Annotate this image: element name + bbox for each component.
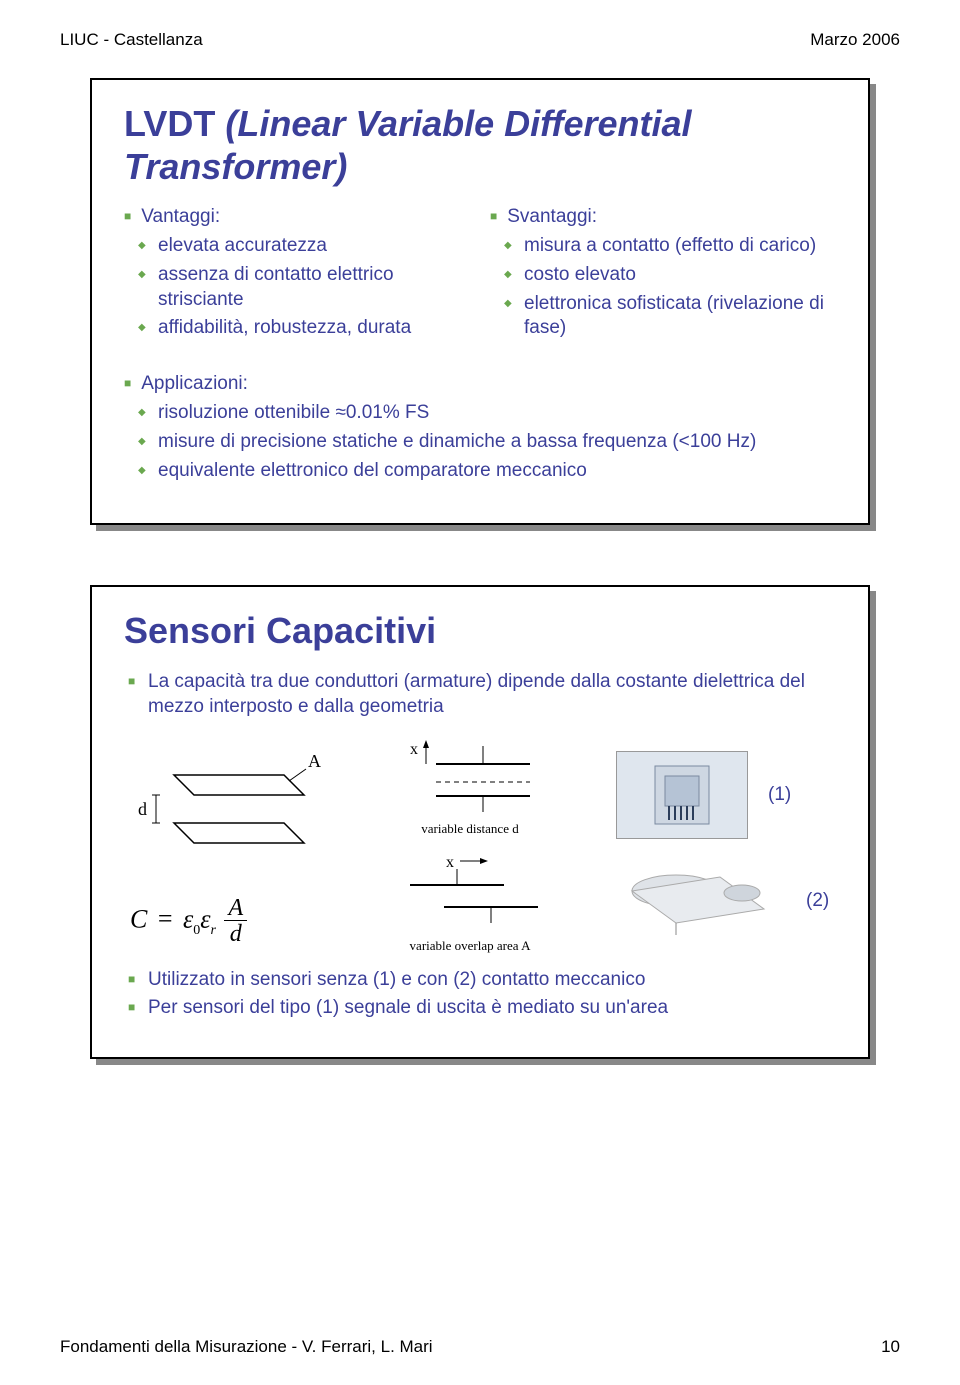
svantaggi-item: misura a contatto (effetto di carico) (524, 234, 836, 259)
label-x2: x (446, 855, 454, 871)
slide-lvdt: LVDT (Linear Variable Differential Trans… (90, 78, 870, 525)
sensor-image-1-row: (1) (616, 751, 836, 839)
parallel-plates-diagram: A d C = ε0εr A d (124, 745, 324, 947)
header-left: LIUC - Castellanza (60, 30, 203, 50)
page-header: LIUC - Castellanza Marzo 2006 (60, 30, 900, 50)
slide2-title: Sensori Capacitivi (124, 609, 836, 652)
vantaggi-head: Vantaggi: (124, 206, 470, 228)
closing-block: Utilizzato in sensori senza (1) e con (2… (124, 968, 836, 1021)
sensor-image-2-row: (2) (616, 861, 836, 941)
pros-cons-row: Vantaggi: elevata accuratezza assenza di… (124, 206, 836, 345)
closing-item: Utilizzato in sensori senza (1) e con (2… (148, 968, 836, 993)
vantaggi-item: assenza di contatto elettrico strisciant… (158, 263, 470, 312)
applicazioni-item: risoluzione ottenibile ≈0.01% FS (158, 401, 836, 426)
svantaggi-item: elettronica sofisticata (rivelazione di … (524, 292, 836, 341)
label-A: A (308, 751, 321, 771)
slide1-title: LVDT (Linear Variable Differential Trans… (124, 102, 836, 188)
slide-capacitivi: Sensori Capacitivi La capacità tra due c… (90, 585, 870, 1059)
num-1: (1) (768, 784, 791, 806)
sensor-images-col: (1) (2) (616, 751, 836, 941)
label-d: d (138, 799, 147, 819)
variable-capacitor-diagrams: x variable distance d x (360, 738, 580, 954)
applicazioni-item: misure di precisione statiche e dinamich… (158, 430, 836, 455)
vantaggi-item: affidabilità, robustezza, durata (158, 316, 470, 341)
label-variable-overlap: variable overlap area A (380, 938, 560, 954)
footer-right: 10 (881, 1337, 900, 1357)
num-2: (2) (806, 890, 829, 912)
label-x1: x (410, 741, 418, 758)
variable-overlap-diagram: x variable overlap area A (380, 855, 560, 954)
page: LIUC - Castellanza Marzo 2006 LVDT (Line… (0, 0, 960, 1385)
closing-item: Per sensori del tipo (1) segnale di usci… (148, 996, 836, 1021)
cylindrical-sensor-image (616, 861, 786, 941)
label-variable-distance: variable distance d (380, 821, 560, 837)
page-footer: Fondamenti della Misurazione - V. Ferrar… (60, 1337, 900, 1357)
header-right: Marzo 2006 (810, 30, 900, 50)
applicazioni-head: Applicazioni: (124, 373, 836, 395)
svantaggi-head: Svantaggi: (490, 206, 836, 228)
vantaggi-col: Vantaggi: elevata accuratezza assenza di… (124, 206, 470, 345)
svantaggi-col: Svantaggi: misura a contatto (effetto di… (490, 206, 836, 345)
pressure-sensor-image (616, 751, 748, 839)
title-plain: LVDT (124, 103, 215, 144)
vantaggi-item: elevata accuratezza (158, 234, 470, 259)
footer-left: Fondamenti della Misurazione - V. Ferrar… (60, 1337, 433, 1357)
variable-distance-diagram: x variable distance d (380, 738, 560, 837)
capacitor-diagram-row: A d C = ε0εr A d (124, 738, 836, 954)
applicazioni-block: Applicazioni: risoluzione ottenibile ≈0.… (124, 373, 836, 483)
applicazioni-item: equivalente elettronico del comparatore … (158, 459, 836, 484)
svantaggi-item: costo elevato (524, 263, 836, 288)
slide2-intro: La capacità tra due conduttori (armature… (148, 670, 836, 719)
